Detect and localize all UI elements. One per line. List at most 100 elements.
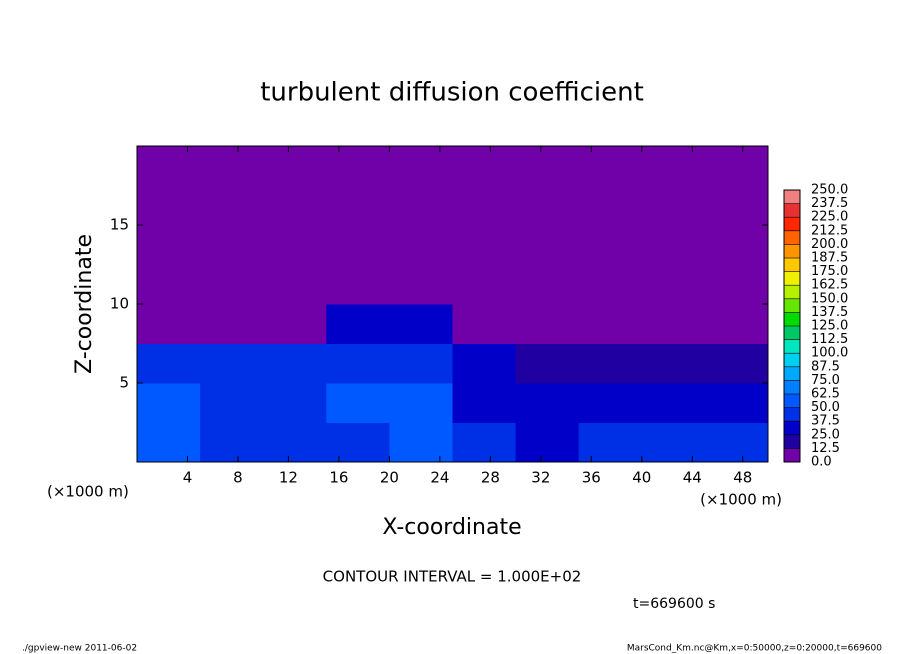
colorbar-band — [784, 203, 800, 218]
colorbar-label: 175.0 — [811, 264, 848, 279]
heat-cell — [137, 343, 201, 384]
colorbar-label: 125.0 — [811, 319, 848, 334]
heat-cell — [326, 225, 390, 265]
colorbar-band — [784, 326, 800, 340]
heat-cell — [263, 304, 327, 344]
heat-cell — [452, 422, 517, 463]
heat-cell — [389, 304, 453, 344]
heat-cell — [452, 225, 517, 265]
heat-cell — [389, 422, 453, 463]
colorbar-label: 112.5 — [811, 332, 848, 347]
x-tick-label: 20 — [380, 469, 399, 487]
contour-interval: CONTOUR INTERVAL = 1.000E+02 — [323, 568, 582, 586]
y-unit: (×1000 m) — [47, 483, 129, 501]
colorbar-band — [784, 271, 800, 286]
heat-cell — [578, 185, 643, 226]
heat-cell — [137, 304, 201, 344]
heat-cell — [641, 264, 706, 305]
colorbar-label: 87.5 — [811, 359, 840, 374]
colorbar-band — [784, 366, 800, 381]
heat-cell — [389, 264, 453, 305]
colorbar-label: 225.0 — [811, 210, 848, 225]
colorbar-band — [784, 421, 800, 436]
heat-cell — [704, 304, 769, 344]
heat-cell — [263, 225, 327, 265]
heat-cell — [704, 146, 769, 186]
heat-cell — [137, 185, 201, 226]
heat-cell — [389, 383, 453, 423]
colorbar-band — [784, 353, 800, 368]
heat-cell — [200, 225, 264, 265]
heat-cell — [389, 185, 453, 226]
heat-cell — [452, 264, 517, 305]
colorbar-band — [784, 312, 800, 327]
heat-cell — [578, 383, 643, 423]
heat-cell — [578, 264, 643, 305]
colorbar-band — [784, 298, 800, 313]
x-tick-label: 36 — [582, 469, 601, 487]
colorbar-label: 150.0 — [811, 291, 848, 306]
colorbar-band — [784, 217, 800, 232]
colorbar-label: 187.5 — [811, 251, 848, 266]
x-tick-label: 40 — [632, 469, 651, 487]
heat-cell — [578, 146, 643, 186]
colorbar-label: 75.0 — [811, 373, 840, 388]
heat-cell — [704, 225, 769, 265]
colorbar-label: 12.5 — [811, 441, 840, 456]
heat-cell — [641, 422, 706, 463]
y-tick-label: 10 — [110, 295, 129, 313]
heat-cell — [578, 422, 643, 463]
colorbar-band — [784, 285, 800, 300]
colorbar-label: 25.0 — [811, 427, 840, 442]
heat-cell — [200, 264, 264, 305]
heat-cell — [263, 185, 327, 226]
heat-cell — [137, 383, 201, 423]
heat-cell — [452, 146, 517, 186]
footer-right: MarsCond_Km.nc@Km,x=0:50000,z=0:20000,t=… — [627, 644, 882, 654]
heat-cell — [326, 264, 390, 305]
heat-cell — [137, 146, 201, 186]
colorbar-label: 37.5 — [811, 414, 840, 429]
heat-cell — [641, 383, 706, 423]
heat-cell — [200, 304, 264, 344]
x-tick-label: 44 — [683, 469, 702, 487]
footer-left: ./gpview-new 2011-06-02 — [22, 644, 137, 654]
x-tick-label: 4 — [183, 469, 193, 487]
heat-cell — [641, 225, 706, 265]
colorbar-band — [784, 394, 800, 408]
x-tick-label: 48 — [733, 469, 752, 487]
heat-cell — [578, 304, 643, 344]
colorbar-band — [784, 258, 800, 272]
heat-cell — [263, 146, 327, 186]
heat-cell — [641, 304, 706, 344]
heat-cell — [515, 146, 580, 186]
heat-cell — [200, 422, 264, 463]
heat-cell — [263, 383, 327, 423]
heat-cell — [389, 343, 453, 384]
heat-cell — [641, 343, 706, 384]
heat-cell — [326, 422, 390, 463]
heat-cell — [515, 304, 580, 344]
colorbar-band — [784, 230, 800, 245]
heat-cell — [137, 225, 201, 265]
heat-cell — [515, 383, 580, 423]
colorbar-band — [784, 448, 800, 463]
colorbar-band — [784, 434, 800, 449]
heat-cell — [515, 264, 580, 305]
colorbar-label: 200.0 — [811, 237, 848, 252]
y-tick-label: 15 — [110, 216, 129, 234]
heat-cell — [452, 343, 517, 384]
colorbar-label: 62.5 — [811, 387, 840, 402]
colorbar-label: 212.5 — [811, 223, 848, 238]
heat-cell — [704, 343, 769, 384]
heat-cell — [515, 422, 580, 463]
colorbar-band — [784, 339, 800, 354]
heat-cell — [137, 264, 201, 305]
heat-cell — [263, 422, 327, 463]
heat-cell — [326, 304, 390, 344]
heat-cell — [263, 264, 327, 305]
x-tick-label: 24 — [430, 469, 449, 487]
heat-cell — [452, 304, 517, 344]
heat-cell — [137, 422, 201, 463]
